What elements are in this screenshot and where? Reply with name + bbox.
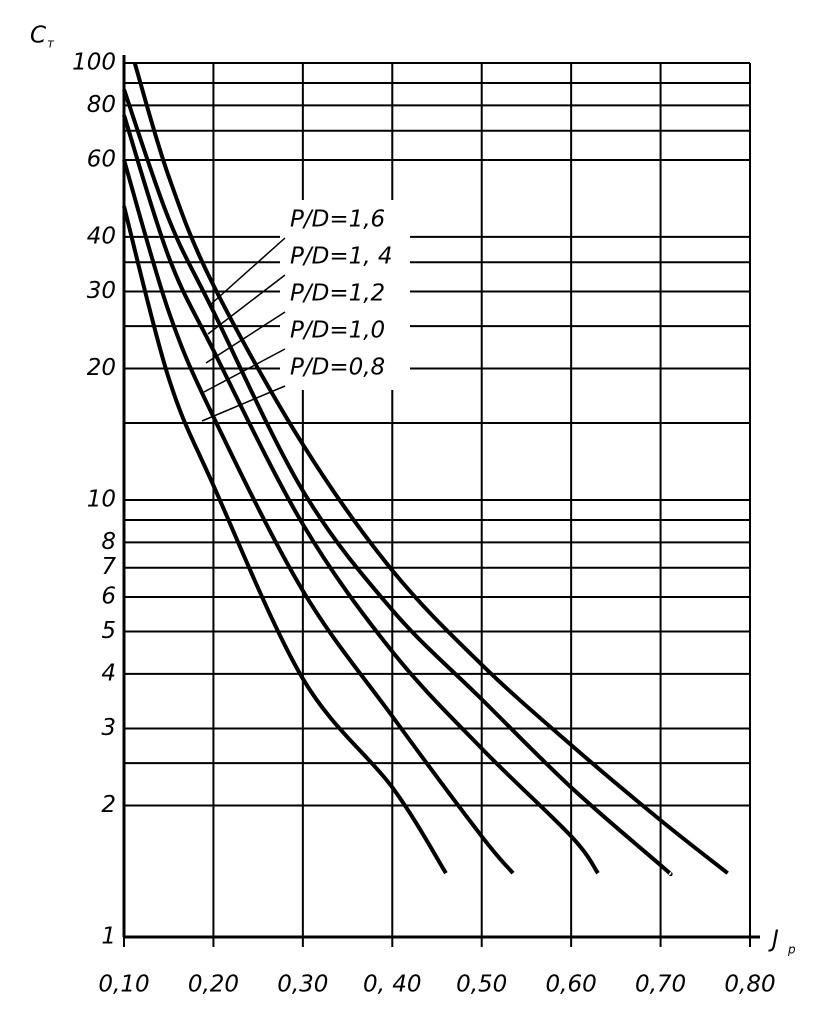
y-tick-label: 8 bbox=[101, 529, 116, 555]
y-axis-label-sub: т bbox=[47, 37, 55, 51]
y-tick-label: 60 bbox=[87, 146, 116, 172]
x-tick-label: 0,20 bbox=[188, 972, 239, 998]
legend-label: P/D=0,8 bbox=[290, 355, 385, 381]
y-tick-label: 10 bbox=[87, 487, 116, 513]
y-tick-label: 6 bbox=[101, 583, 116, 609]
y-tick-label: 20 bbox=[87, 355, 116, 381]
y-tick-label: 3 bbox=[101, 715, 116, 741]
x-axis-label-sub: p bbox=[787, 943, 796, 957]
y-tick-label: 4 bbox=[101, 660, 116, 686]
curve bbox=[122, 205, 448, 875]
y-tick-label: 100 bbox=[72, 50, 116, 76]
x-axis-label: J bbox=[768, 927, 779, 953]
y-tick-label: 80 bbox=[87, 92, 116, 118]
y-tick-label: 1 bbox=[101, 924, 116, 950]
leader-line bbox=[201, 385, 286, 422]
x-tick-label: 0,30 bbox=[277, 972, 328, 998]
legend-box bbox=[280, 200, 410, 390]
legend-label: P/D=1,6 bbox=[290, 207, 385, 233]
curve bbox=[122, 114, 600, 875]
y-tick-label: 40 bbox=[87, 223, 116, 249]
y-tick-label: 30 bbox=[87, 278, 116, 304]
y-tick-label: 7 bbox=[101, 554, 116, 580]
x-tick-label: 0,10 bbox=[98, 972, 149, 998]
curve bbox=[122, 88, 673, 877]
leader-line bbox=[205, 311, 286, 364]
y-axis-label: C bbox=[30, 23, 46, 49]
x-tick-label: 0,70 bbox=[635, 972, 686, 998]
leader-line bbox=[203, 348, 286, 393]
y-tick-label: 2 bbox=[101, 792, 116, 818]
leader-line bbox=[207, 274, 286, 335]
leader-line bbox=[209, 237, 286, 306]
x-tick-label: 0, 40 bbox=[363, 972, 422, 998]
legend-label: P/D=1,0 bbox=[290, 318, 385, 344]
legend-label: P/D=1,2 bbox=[290, 281, 385, 307]
x-tick-label: 0,80 bbox=[724, 972, 775, 998]
x-tick-label: 0,60 bbox=[546, 972, 597, 998]
curve bbox=[122, 159, 515, 875]
curve bbox=[132, 62, 729, 875]
legend-label: P/D=1, 4 bbox=[290, 244, 393, 270]
x-tick-label: 0,50 bbox=[456, 972, 507, 998]
y-tick-label: 5 bbox=[101, 618, 116, 644]
